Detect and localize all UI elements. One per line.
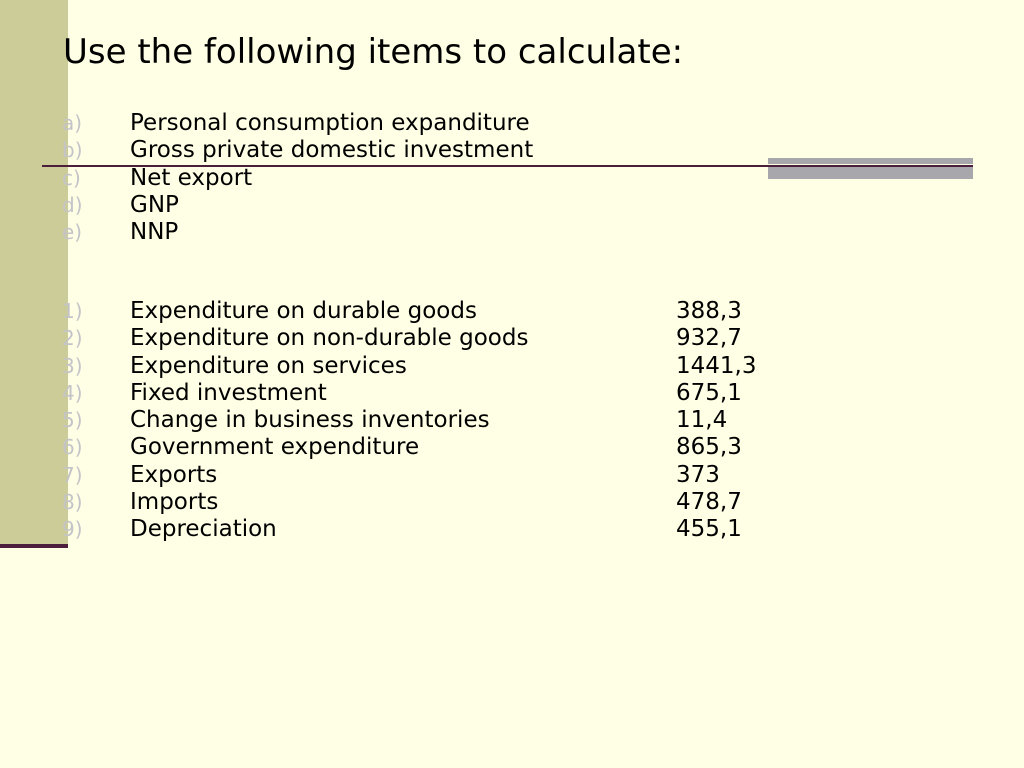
horizontal-divider [42, 165, 973, 167]
gray-stripe-decoration [768, 158, 973, 179]
task-label: Personal consumption expanditure [130, 110, 530, 136]
task-label: GNP [130, 191, 179, 218]
gray-stripe-bottom [768, 167, 973, 179]
item-marker: 5) [62, 408, 83, 433]
task-label: Gross private domestic investment [130, 137, 534, 164]
item-label: Change in business inventories [130, 407, 490, 434]
item-value: 388,3 [676, 298, 742, 324]
item-value: 373 [676, 461, 720, 488]
item-label: Expenditure on durable goods [130, 298, 477, 324]
task-label: NNP [130, 219, 179, 246]
item-marker: 3) [62, 353, 83, 378]
item-marker: 8) [62, 490, 83, 515]
task-marker: b) [62, 138, 83, 163]
task-marker: d) [62, 192, 83, 217]
left-accent-bar [0, 0, 68, 547]
item-value: 675,1 [676, 379, 742, 406]
item-value: 455,1 [676, 516, 742, 543]
left-bar-underline [0, 544, 68, 548]
item-value: 932,7 [676, 325, 742, 352]
item-label: Expenditure on services [130, 352, 407, 379]
item-value: 478,7 [676, 489, 742, 516]
item-marker: 6) [62, 435, 83, 460]
item-label: Expenditure on non-durable goods [130, 325, 529, 352]
item-value: 1441,3 [676, 352, 757, 379]
item-value: 865,3 [676, 434, 742, 461]
task-label: Net export [130, 164, 253, 191]
gray-stripe-top [768, 158, 973, 164]
item-label: Imports [130, 489, 219, 516]
item-marker: 7) [62, 462, 83, 487]
item-marker: 4) [62, 380, 83, 405]
item-label: Government expenditure [130, 434, 420, 461]
item-label: Exports [130, 461, 218, 488]
item-marker: 2) [62, 326, 83, 351]
item-label: Depreciation [130, 516, 277, 543]
slide-title: Use the following items to calculate: [63, 32, 684, 72]
item-marker: 9) [62, 517, 83, 542]
task-marker: a) [62, 111, 83, 135]
item-marker: 1) [62, 299, 83, 323]
item-label: Fixed investment [130, 379, 327, 406]
task-marker: e) [62, 220, 83, 245]
task-marker: c) [62, 165, 81, 190]
item-value: 11,4 [676, 407, 728, 434]
